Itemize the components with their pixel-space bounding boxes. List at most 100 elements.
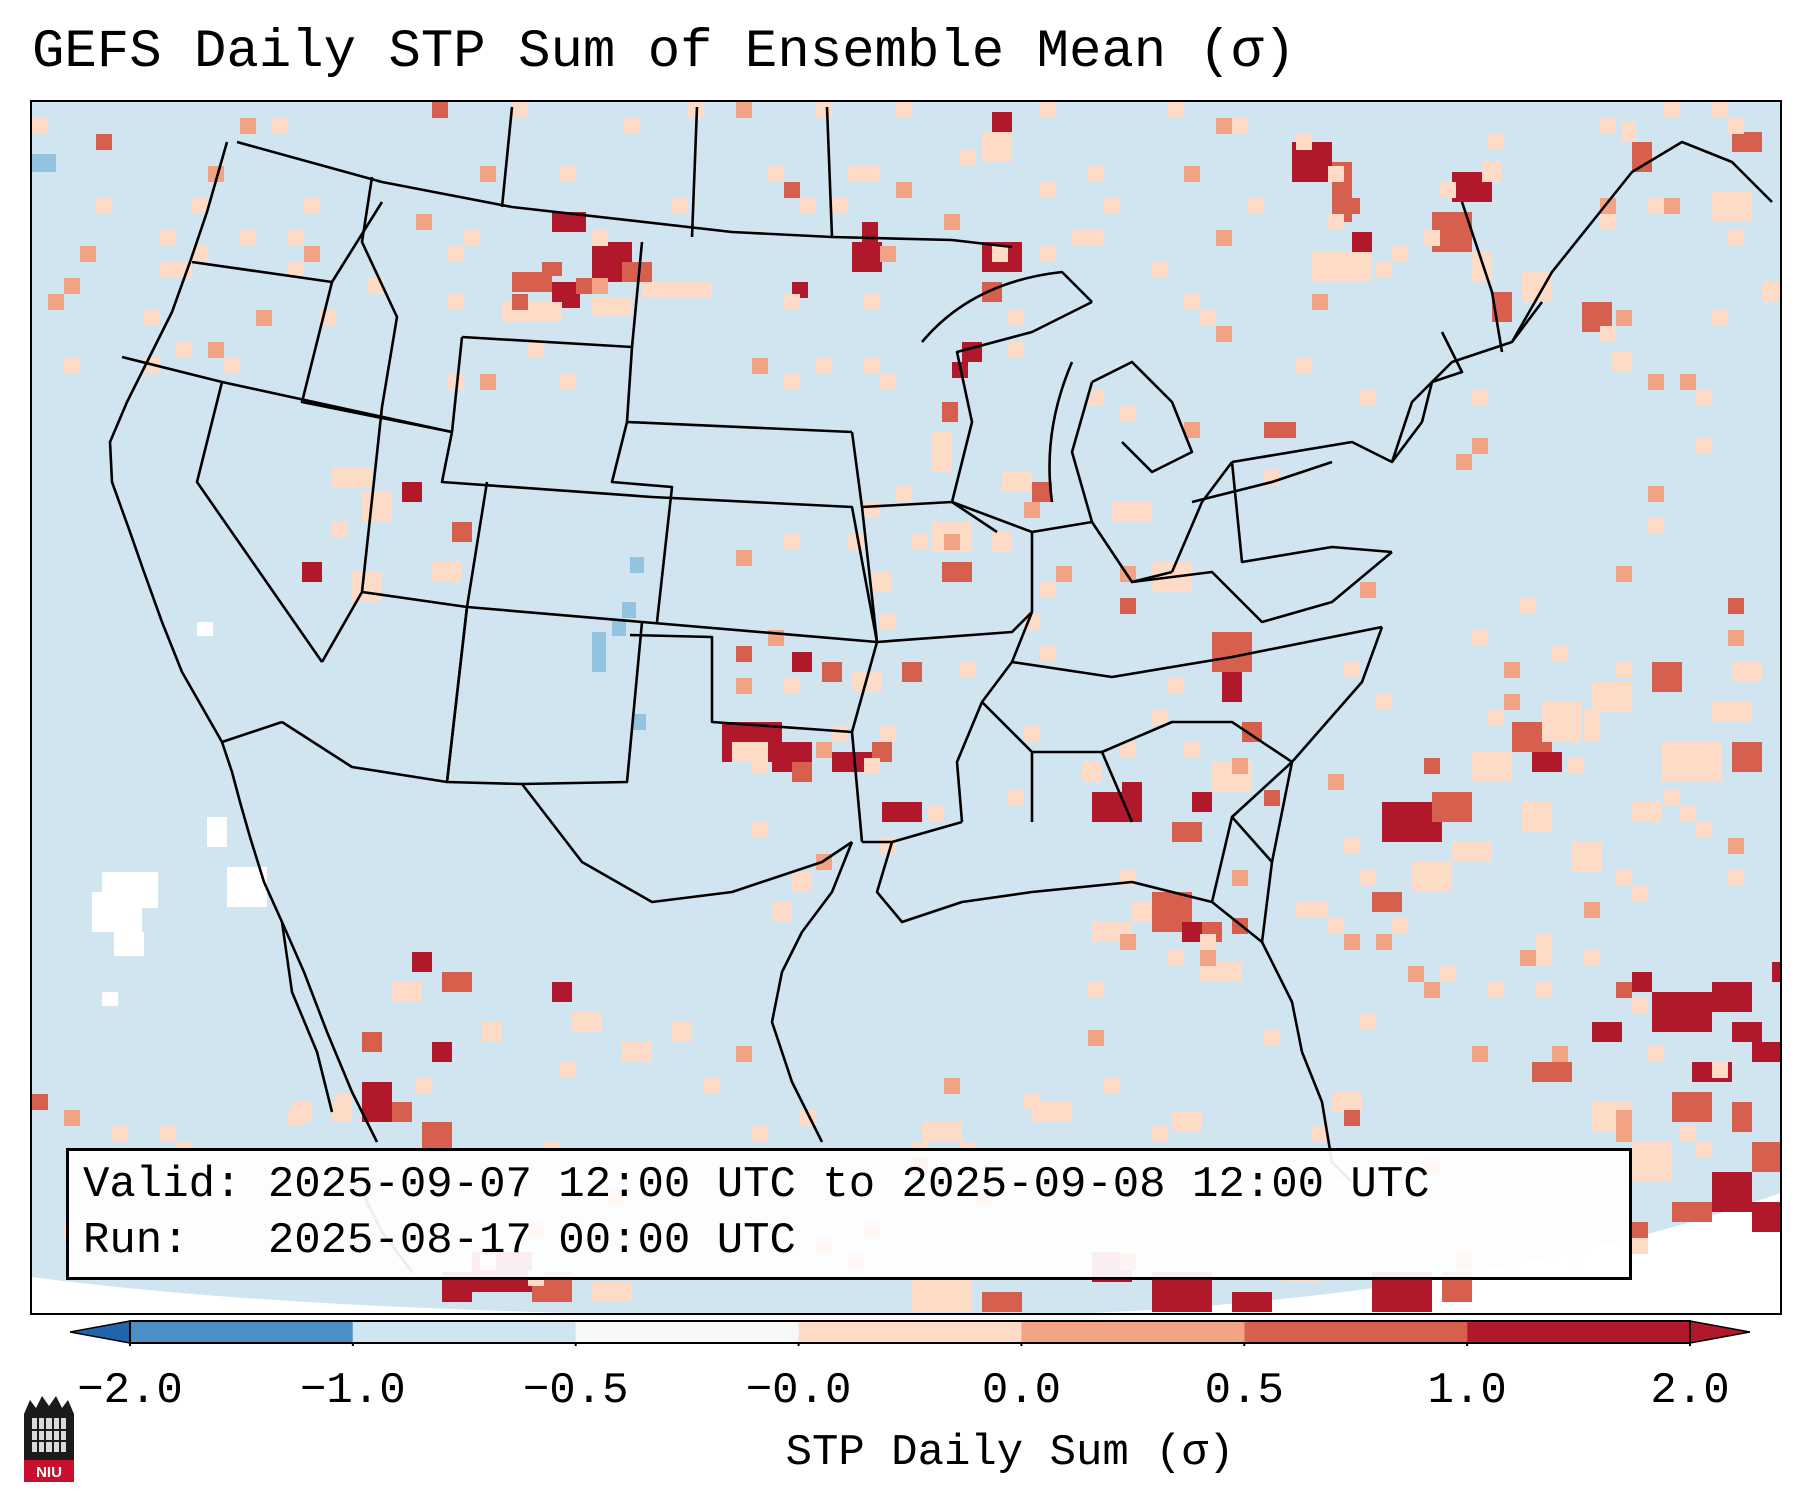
colorbar-tick-label: 0.0 <box>981 1366 1062 1416</box>
anomaly-cell <box>1040 246 1056 262</box>
anomaly-cell <box>1728 230 1744 246</box>
anomaly-cell <box>624 118 640 134</box>
anomaly-cell <box>1592 682 1632 712</box>
anomaly-cell <box>464 230 480 246</box>
anomaly-cell <box>1082 762 1102 782</box>
colorbar-segment <box>798 1321 1022 1343</box>
anomaly-cell <box>96 134 112 150</box>
anomaly-cell <box>1552 1046 1568 1062</box>
anomaly-cell <box>1152 262 1168 278</box>
anomaly-cell <box>592 230 608 246</box>
map-panel[interactable] <box>30 100 1782 1315</box>
anomaly-cell <box>1536 950 1552 966</box>
anomaly-cell <box>192 198 208 214</box>
anomaly-cell <box>1616 310 1632 326</box>
map-domain-background <box>32 102 1780 1313</box>
anomaly-cell <box>912 534 928 550</box>
anomaly-cell <box>272 118 288 134</box>
anomaly-cell <box>1132 902 1152 922</box>
anomaly-cell <box>256 310 272 326</box>
anomaly-cell <box>288 230 304 246</box>
anomaly-cell <box>1312 294 1328 310</box>
anomaly-cell <box>432 1042 452 1062</box>
anomaly-cell <box>1472 438 1488 454</box>
colorbar-segment <box>130 1321 353 1343</box>
anomaly-cell <box>1728 118 1744 134</box>
anomaly-cell <box>852 242 882 272</box>
anomaly-cell <box>1040 646 1056 662</box>
anomaly-cell <box>1672 1202 1712 1222</box>
anomaly-cell <box>482 1022 502 1042</box>
colorbar-tick-label: 0.5 <box>1204 1366 1284 1416</box>
anomaly-cell <box>1732 1102 1752 1132</box>
anomaly-cell <box>512 272 552 292</box>
anomaly-cell <box>1648 1046 1664 1062</box>
anomaly-cell <box>1312 262 1328 278</box>
validity-info-box: Valid: 2025-09-07 12:00 UTC to 2025-09-0… <box>66 1148 1632 1280</box>
anomaly-cell <box>64 358 80 374</box>
anomaly-cell <box>1120 934 1136 950</box>
colorbar <box>70 1320 1750 1346</box>
anomaly-cell <box>1072 230 1088 246</box>
anomaly-cell <box>1344 838 1360 854</box>
anomaly-cell <box>208 342 224 358</box>
anomaly-cell <box>1696 822 1712 838</box>
anomaly-cell <box>896 182 912 198</box>
anomaly-cell <box>1532 752 1562 772</box>
anomaly-cell <box>1412 862 1452 892</box>
anomaly-cell <box>772 902 792 922</box>
anomaly-cell <box>1712 982 1752 1012</box>
anomaly-cell <box>1040 182 1056 198</box>
colorbar-tick-label: −0.5 <box>522 1366 629 1416</box>
anomaly-cell <box>672 198 688 214</box>
anomaly-cell <box>1522 802 1552 832</box>
anomaly-cell <box>1088 982 1104 998</box>
anomaly-cell <box>872 572 892 592</box>
anomaly-cell <box>1212 632 1252 672</box>
anomaly-cell <box>1696 390 1712 406</box>
anomaly-cell <box>1168 950 1184 966</box>
valid-line: Valid: 2025-09-07 12:00 UTC to 2025-09-0… <box>83 1157 1629 1213</box>
anomaly-cell <box>1088 1030 1104 1046</box>
anomaly-cell <box>1662 742 1722 782</box>
anomaly-cell <box>864 294 880 310</box>
anomaly-cell <box>1002 472 1032 492</box>
anomaly-cell <box>1680 806 1696 822</box>
anomaly-cell <box>1664 790 1680 806</box>
anomaly-cell <box>1536 934 1552 950</box>
anomaly-cell <box>1752 1202 1780 1232</box>
anomaly-cell <box>1104 198 1120 214</box>
anomaly-cell <box>732 742 752 762</box>
anomaly-cell <box>332 467 372 487</box>
anomaly-cell <box>1728 870 1744 886</box>
anomaly-cell <box>1728 838 1744 854</box>
anomaly-cell <box>992 112 1012 132</box>
anomaly-cell <box>560 1062 576 1078</box>
anomaly-cell <box>1648 374 1664 390</box>
anomaly-cell <box>1024 726 1040 742</box>
niu-logo: NIU <box>24 1396 74 1482</box>
anomaly-cell <box>1184 422 1200 438</box>
anomaly-cell <box>1616 662 1632 678</box>
anomaly-cell <box>1472 252 1492 282</box>
anomaly-cell <box>992 246 1008 262</box>
anomaly-cell <box>362 1082 392 1122</box>
anomaly-cell <box>1360 582 1376 598</box>
anomaly-cell <box>1248 198 1264 214</box>
anomaly-cell <box>816 358 832 374</box>
anomaly-cell <box>1184 742 1200 758</box>
anomaly-cell <box>992 532 1012 552</box>
anomaly-cell <box>552 982 572 1002</box>
anomaly-cell <box>1008 310 1024 326</box>
anomaly-cell <box>1568 758 1584 774</box>
anomaly-cell <box>832 726 848 742</box>
anomaly-cell <box>784 534 800 550</box>
anomaly-cell <box>1296 358 1312 374</box>
anomaly-cell <box>1172 822 1202 842</box>
anomaly-cell <box>1360 870 1376 886</box>
anomaly-cell <box>64 278 80 294</box>
anomaly-cell <box>784 182 800 198</box>
anomaly-cell <box>792 652 812 672</box>
anomaly-cell <box>1376 934 1392 950</box>
anomaly-cell <box>1328 214 1344 230</box>
